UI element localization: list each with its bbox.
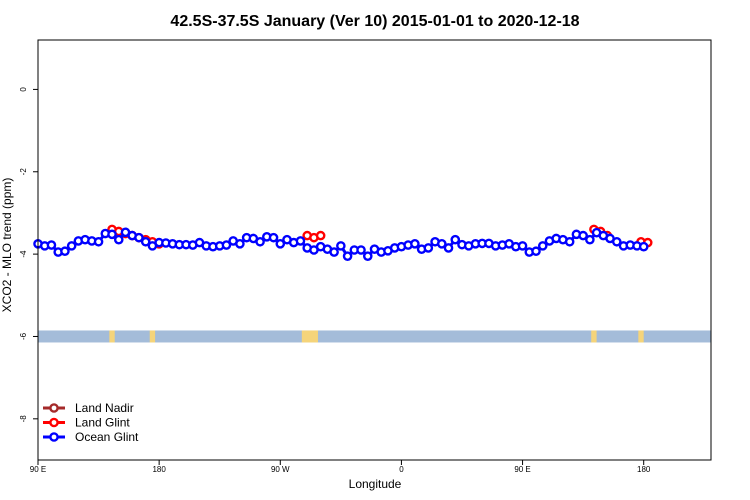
land-strip-segment [301,330,318,343]
legend-marker [49,432,59,442]
x-tick-label: 180 [152,465,166,474]
legend-marker [49,403,59,413]
x-tick-label: 0 [399,465,404,474]
land-strip-segment [109,330,115,343]
ocean-glint-point [342,251,353,261]
ocean-glint-point [66,241,77,251]
ocean-glint-point [255,236,265,247]
ocean-glint-point [235,239,245,249]
ocean-glint-point [113,234,124,245]
ocean-glint-point [362,251,373,261]
ocean-glint-point [436,239,447,249]
ocean-strip [38,330,711,343]
ocean-glint-point [611,236,622,247]
x-axis-label: Longitude [349,477,402,491]
ocean-glint-point [46,240,57,250]
ocean-glint-point [517,241,528,251]
ocean-glint-point [275,239,286,249]
legend-marker [49,417,59,428]
ocean-glint-point [60,246,70,257]
ocean-glint-point [638,241,649,252]
x-tick-label: 180 [637,465,651,474]
land-strip-segment [149,330,156,343]
plot-area [33,224,711,343]
plot-frame [37,39,712,461]
ocean-glint-point [564,236,575,247]
y-tick-label: -2 [19,168,28,176]
ocean-glint-point [329,247,339,257]
y-axis-label: XCO2 - MLO trend (ppm) [0,178,14,313]
y-tick-label: 0 [19,87,28,92]
ocean-glint-point [410,239,420,249]
chart-title: 42.5S-37.5S January (Ver 10) 2015-01-01 … [170,13,579,30]
legend-label: Land Glint [75,416,130,430]
y-tick-label: -8 [19,415,28,423]
ocean-glint-point [107,229,117,240]
ocean-glint-point [356,245,366,255]
ocean-glint-point [134,232,144,243]
ocean-glint-point [423,243,434,253]
ocean-glint-point [578,230,588,241]
land-strip-segment [638,330,644,343]
ocean-glint-point [140,236,151,247]
ocean-glint-point [585,234,595,245]
ocean-glint-point [537,241,548,251]
y-tick-label: -4 [19,250,28,258]
ocean-glint-point [93,236,104,247]
y-tick-label: -6 [19,332,28,340]
legend-label: Ocean Glint [75,430,139,444]
ocean-glint-point [268,232,279,243]
x-axis: 90 E 180 90 W 0 90 E 180 [30,460,651,474]
ocean-glint-point [336,241,346,251]
land-strip-segment [591,330,597,343]
x-tick-label: 90 E [30,465,46,474]
ocean-glint-point [221,240,232,250]
ocean-glint-point [531,246,541,257]
ocean-glint-point [443,243,454,253]
ocean-glint-point [450,234,461,245]
x-tick-label: 90 E [514,465,530,474]
ocean-glint-point [295,236,306,246]
x-tick-label: 90 W [271,465,290,474]
legend-label: Land Nadir [75,401,134,415]
land-glint-point [315,230,326,241]
y-axis: 0 -2 -4 -6 -8 [19,87,38,423]
